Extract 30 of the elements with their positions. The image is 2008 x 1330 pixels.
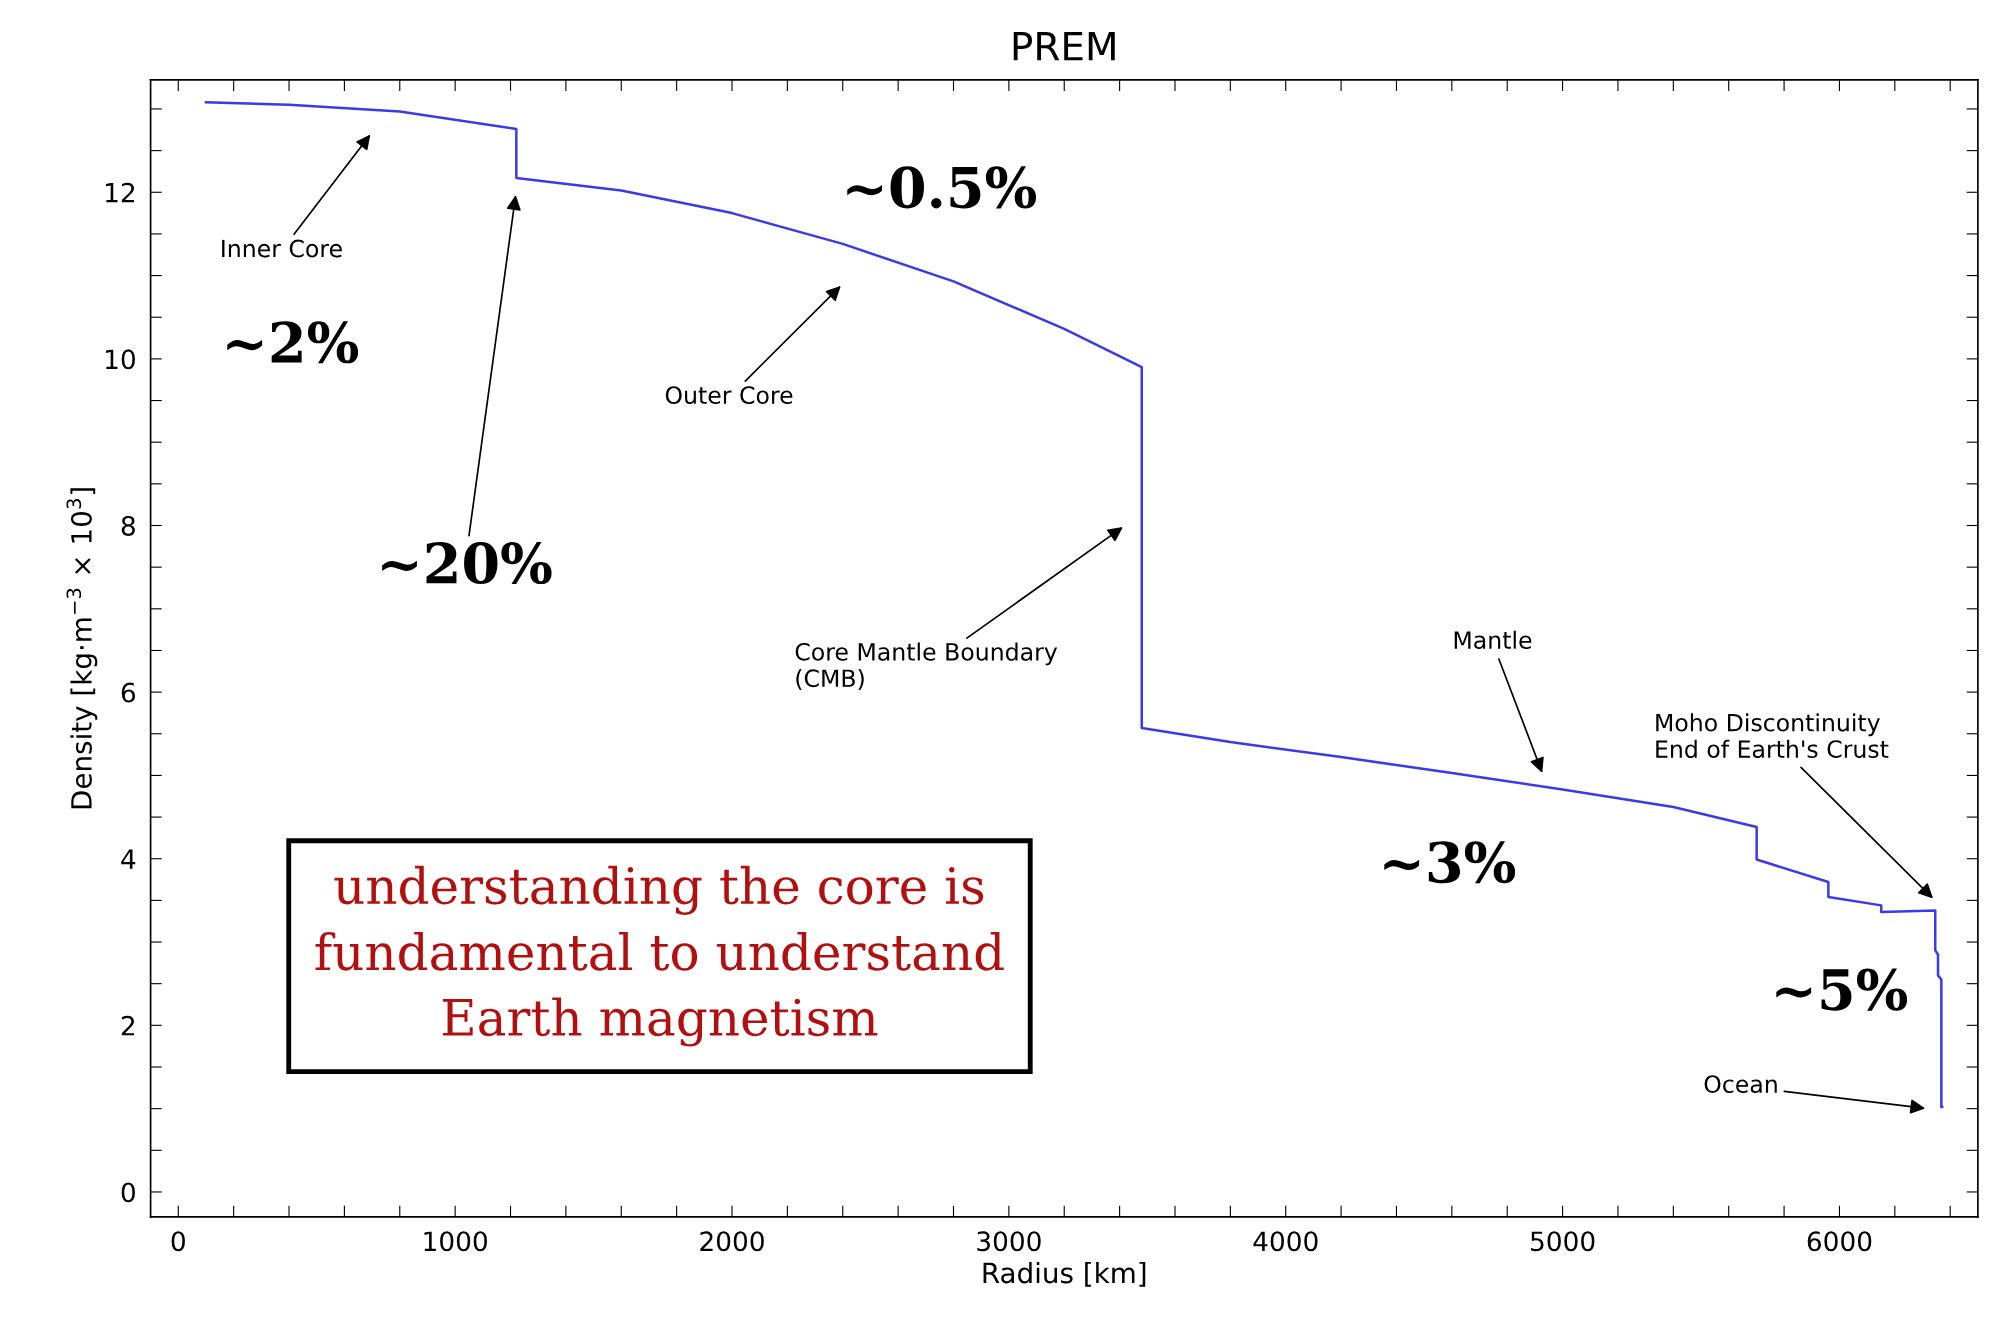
- x-tick-label: 4000: [1253, 1231, 1318, 1252]
- x-tick-label: 1000: [424, 1231, 487, 1252]
- annotation: understanding the core is fundamental to understand Earth magnetism: [315, 865, 1004, 1047]
- annotation: ~20%: [382, 542, 552, 585]
- annotation: Mantle: [1454, 630, 1532, 649]
- annotation: Moho Discontinuity End of Earth's Crust: [1656, 713, 1889, 758]
- annotation: Ocean: [1704, 1075, 1777, 1094]
- x-tick-label: 5000: [1531, 1231, 1595, 1252]
- annotation: ~5%: [1776, 968, 1908, 1011]
- line-series: [204, 101, 1944, 1109]
- y-tick-label: 4: [121, 849, 136, 869]
- annotation: ~3%: [1384, 841, 1516, 884]
- y-tick-label: 12: [106, 182, 135, 203]
- y-tick-label: 10: [106, 349, 135, 370]
- y-tick-label: 8: [121, 515, 135, 536]
- annotation: Core Mantle Boundary (CMB): [795, 642, 1058, 690]
- y-axis-title: Density [kg·m$^{−3}$ × 10$^{3}$]: [66, 488, 98, 809]
- annotation: Inner Core: [222, 239, 342, 258]
- annotation: ~0.5%: [847, 166, 1037, 209]
- y-tick-label: 2: [121, 1015, 135, 1036]
- y-tick-label: 0: [121, 1182, 135, 1203]
- annotation: Outer Core: [665, 386, 793, 405]
- annotation: ~2%: [227, 321, 359, 364]
- y-tick-label: 6: [121, 682, 136, 703]
- x-tick-label: 2000: [700, 1231, 764, 1252]
- x-tick-label: 0: [171, 1231, 185, 1252]
- chart-title: PREM: [1013, 32, 1115, 61]
- x-tick-label: 6000: [1807, 1231, 1872, 1252]
- x-tick-label: 3000: [977, 1231, 1041, 1252]
- x-axis-title: Radius [km]: [983, 1261, 1146, 1287]
